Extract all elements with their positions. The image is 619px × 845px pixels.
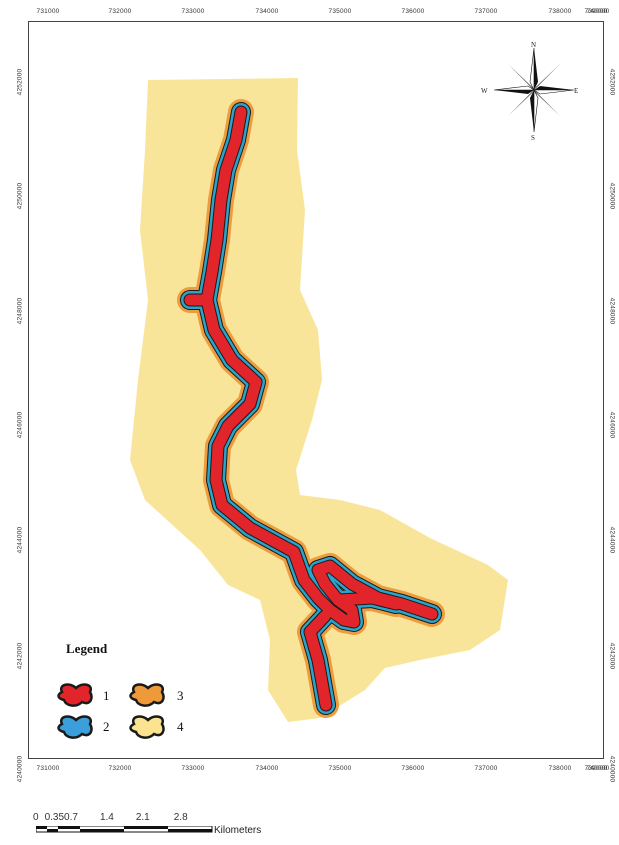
x-tick-label-bottom: 734000 (255, 765, 279, 772)
y-tick-label-left: 4252000 (16, 68, 24, 96)
scale-label: 2.8 (173, 812, 188, 823)
y-tick-label-right: 4246000 (608, 411, 616, 439)
river-segment (334, 592, 402, 610)
x-tick-label-top: 732000 (108, 8, 132, 15)
x-tick-label-bottom: 737000 (474, 765, 498, 772)
y-tick-label-left: 4250000 (16, 182, 24, 210)
scale-label: 0.35 (44, 812, 65, 823)
legend-label-4: 4 (177, 719, 184, 734)
x-tick-label-bottom: 738000 (548, 765, 572, 772)
x-tick-label-top: 736000 (401, 8, 425, 15)
scale-label: 0.7 (64, 812, 78, 823)
legend-swatch-4 (129, 715, 165, 739)
legend-label-2: 2 (103, 719, 110, 734)
legend-swatch-3 (129, 683, 165, 707)
y-tick-label-left: 4246000 (16, 411, 24, 439)
x-tick-label-bottom: 732000 (108, 765, 132, 772)
x-tick-label-top: 735000 (328, 8, 352, 15)
x-tick-label-bottom: 733000 (181, 765, 205, 772)
north-arrow-icon (493, 47, 575, 133)
x-tick-label-top: 733000 (181, 8, 205, 15)
y-tick-label-right: 4240000 (608, 755, 616, 783)
scale-label: 0 (33, 812, 39, 823)
legend-swatch-2 (57, 715, 93, 739)
scale-bar-unit: Kilometers (214, 825, 262, 836)
y-tick-label-left: 4248000 (16, 297, 24, 325)
y-tick-label-left: 4244000 (16, 526, 24, 554)
river-segment (304, 610, 332, 711)
compass-w: W (481, 87, 488, 95)
legend-swatches (57, 683, 165, 739)
x-tick-label-top: 731000 (36, 8, 60, 15)
scale-bar-labels: 0 0.350.7 1.4 2.1 2.8 (33, 812, 188, 823)
compass-n: N (531, 41, 537, 49)
river-segment (184, 106, 350, 626)
legend-swatch-1 (57, 683, 93, 707)
legend-label-1: 1 (103, 688, 110, 703)
legend-title: Legend (66, 641, 108, 656)
y-tick-label-right: 4248000 (608, 297, 616, 325)
compass-s: S (531, 134, 535, 142)
x-tick-label-top: 740000 (586, 8, 610, 15)
y-tick-label-right: 4244000 (608, 526, 616, 554)
x-tick-label-top: 739000 (584, 8, 608, 15)
x-tick-label-bottom: 739000 (584, 765, 608, 772)
scale-label: 1.4 (99, 812, 114, 823)
y-tick-label-right: 4242000 (608, 642, 616, 670)
y-tick-label-left: 4240000 (16, 755, 24, 783)
scale-bar-graphic (36, 826, 213, 833)
y-tick-label-left: 4242000 (16, 642, 24, 670)
legend-label-3: 3 (177, 688, 184, 703)
x-tick-label-top: 738000 (548, 8, 572, 15)
compass-e: E (574, 87, 579, 95)
x-tick-label-bottom: 731000 (36, 765, 60, 772)
scale-label: 2.1 (135, 812, 150, 823)
x-tick-label-bottom: 735000 (328, 765, 352, 772)
y-tick-label-right: 4252000 (608, 68, 616, 96)
x-tick-label-bottom: 736000 (401, 765, 425, 772)
river-network (177, 99, 445, 718)
y-tick-label-right: 4250000 (608, 182, 616, 210)
x-tick-label-bottom: 740000 (586, 765, 610, 772)
x-tick-label-top: 734000 (255, 8, 279, 15)
x-tick-label-top: 737000 (474, 8, 498, 15)
